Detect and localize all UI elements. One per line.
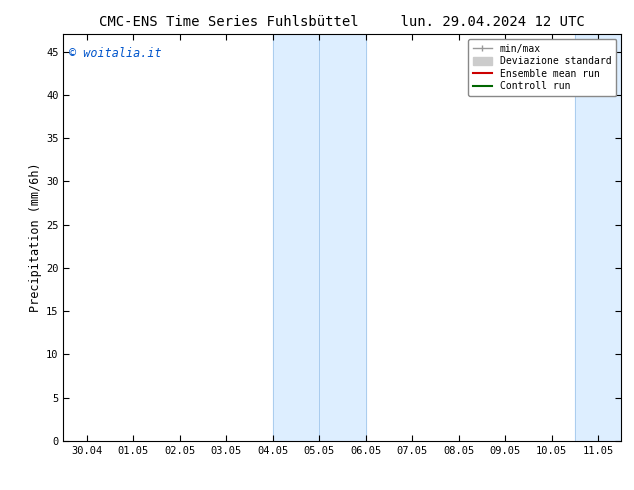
Legend: min/max, Deviazione standard, Ensemble mean run, Controll run: min/max, Deviazione standard, Ensemble m… — [468, 39, 616, 96]
Bar — [575, 34, 621, 441]
Title: CMC-ENS Time Series Fuhlsbüttel     lun. 29.04.2024 12 UTC: CMC-ENS Time Series Fuhlsbüttel lun. 29.… — [100, 15, 585, 29]
Bar — [273, 34, 319, 441]
Bar — [319, 34, 366, 441]
Text: © woitalia.it: © woitalia.it — [69, 47, 162, 59]
Y-axis label: Precipitation (mm/6h): Precipitation (mm/6h) — [29, 163, 42, 313]
